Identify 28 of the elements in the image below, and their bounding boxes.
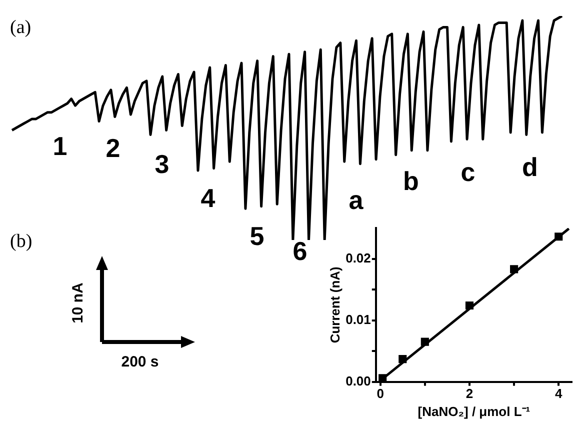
annotation: 5	[250, 221, 264, 251]
y-tick-label: 0.01	[346, 312, 371, 327]
annotation: 2	[106, 133, 120, 163]
point	[398, 355, 407, 364]
point	[554, 232, 563, 241]
x-tick-label: 4	[555, 386, 564, 402]
x-tick-label: 2	[466, 386, 474, 402]
annotation: a	[348, 185, 364, 215]
annotation: (b)	[10, 231, 32, 252]
annotation: 3	[154, 149, 170, 179]
annotation: (a)	[10, 17, 32, 38]
point	[420, 338, 429, 346]
point	[510, 265, 518, 274]
annotation: d	[522, 152, 538, 182]
y-axis-title: Current (nA)	[327, 266, 342, 344]
point	[378, 374, 387, 382]
annotation: 6	[292, 236, 308, 266]
text: 10 nA	[70, 282, 86, 324]
y-tick-label: 0.00	[346, 373, 371, 388]
annotation: 4	[200, 183, 216, 213]
y-tick-label: 0.02	[346, 250, 371, 266]
x-axis-title: [NaNO₂] / μmol L⁻¹	[418, 404, 530, 419]
x-tick-label: 0	[376, 386, 384, 402]
annotation: 1	[52, 131, 68, 161]
text: 200 s	[121, 354, 159, 370]
annotation: c	[460, 157, 476, 187]
point	[465, 301, 474, 310]
annotation: b	[403, 166, 419, 196]
